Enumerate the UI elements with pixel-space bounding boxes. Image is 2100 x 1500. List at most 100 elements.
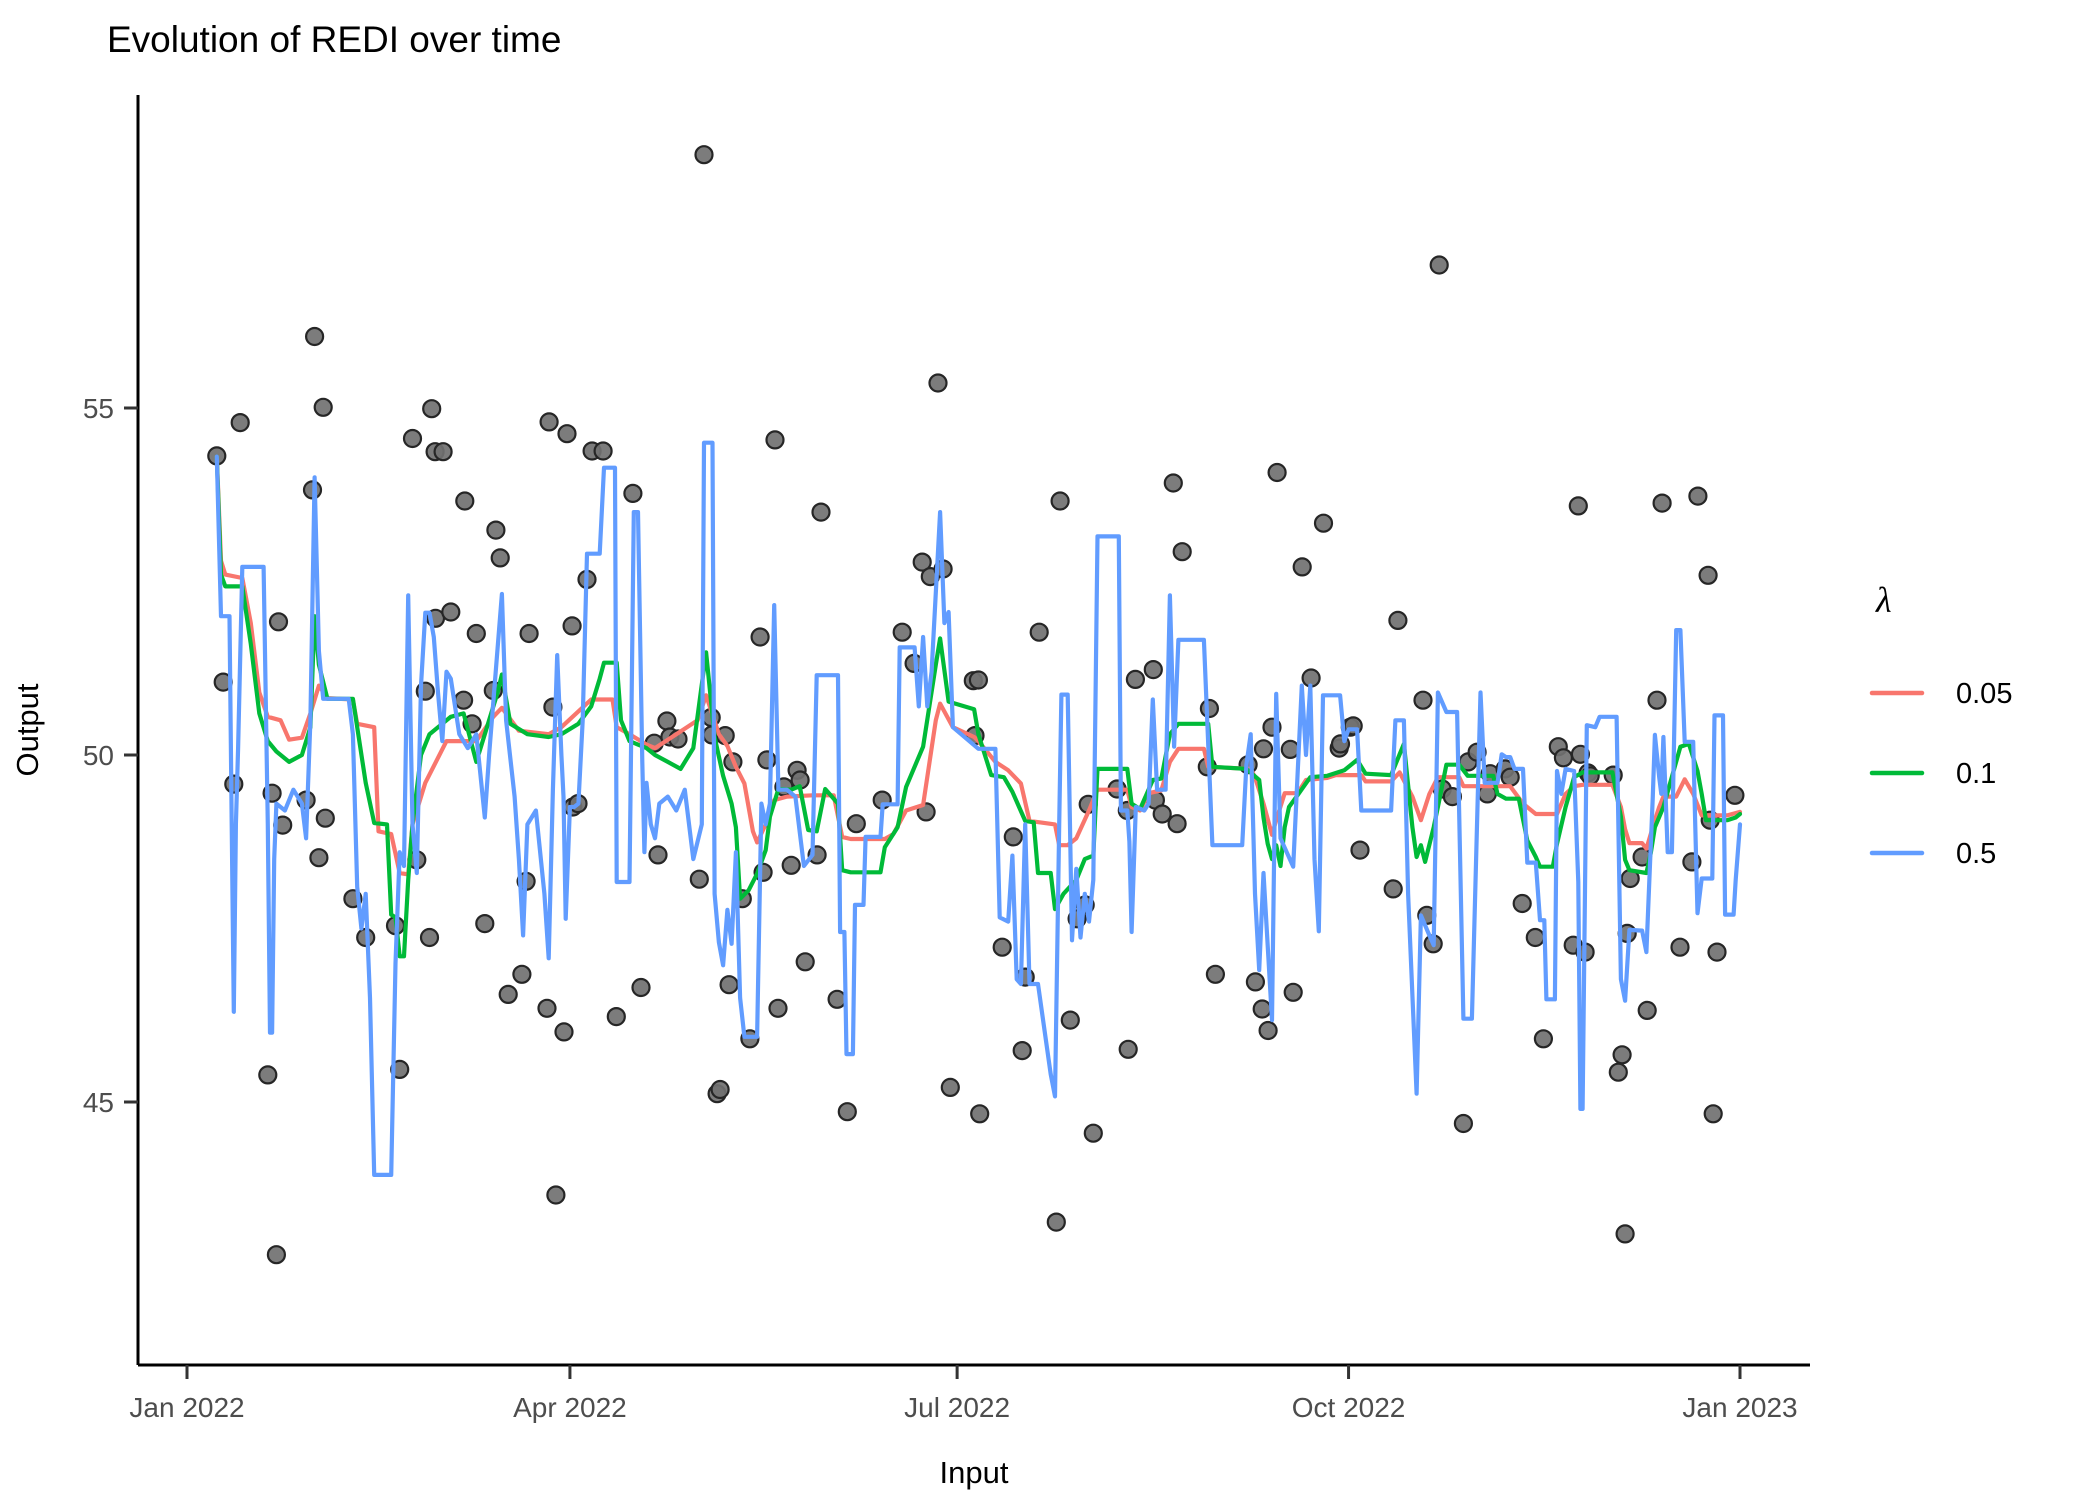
- x-tick-label: Oct 2022: [1292, 1392, 1406, 1423]
- data-point: [1143, 659, 1163, 680]
- data-point: [1046, 1212, 1066, 1232]
- data-point: [1388, 610, 1408, 631]
- legend: λ 0.05 0.1 0.5: [1869, 580, 2012, 870]
- data-point: [795, 952, 815, 972]
- data-point: [433, 442, 453, 462]
- x-axis-title: Input: [940, 1455, 1009, 1490]
- data-point: [827, 989, 847, 1009]
- data-point: [1553, 748, 1574, 768]
- data-point: [846, 814, 866, 834]
- legend-title-lambda: λ: [1875, 580, 1892, 620]
- data-point: [811, 502, 831, 522]
- x-tick-label: Apr 2022: [513, 1392, 627, 1423]
- data-point: [1615, 1224, 1635, 1244]
- data-point: [1698, 565, 1718, 585]
- y-axis-title: Output: [10, 683, 45, 776]
- series-line-lambda-0.05: [214, 454, 1743, 877]
- data-point: [1003, 827, 1023, 847]
- data-point: [768, 998, 788, 1018]
- data-point: [1050, 491, 1070, 511]
- data-point: [892, 622, 912, 642]
- data-point: [970, 1104, 990, 1124]
- data-point: [1670, 937, 1690, 957]
- data-point: [1525, 927, 1545, 948]
- data-point: [623, 483, 643, 503]
- data-point: [475, 913, 495, 934]
- data-point: [441, 602, 461, 622]
- data-point: [694, 145, 714, 165]
- data-point: [1205, 964, 1226, 984]
- data-point: [657, 711, 677, 731]
- data-point: [490, 548, 510, 568]
- data-point: [315, 808, 335, 828]
- data-point: [224, 774, 244, 794]
- data-point: [1725, 785, 1745, 805]
- data-point: [781, 855, 801, 875]
- series-line-lambda-0.5: [214, 440, 1743, 1178]
- data-point: [562, 616, 582, 636]
- data-point: [1083, 1123, 1103, 1143]
- data-point: [916, 802, 936, 822]
- data-point: [837, 1102, 857, 1122]
- data-point: [912, 552, 932, 572]
- series-line-lambda-0.1: [214, 454, 1743, 959]
- data-point: [1647, 690, 1667, 710]
- data-point: [557, 424, 577, 444]
- data-point: [554, 1022, 574, 1042]
- data-point: [1533, 1029, 1554, 1049]
- data-point: [519, 623, 539, 644]
- data-point: [1500, 767, 1520, 787]
- data-point: [1163, 473, 1183, 493]
- data-point: [968, 670, 989, 690]
- data-point: [689, 869, 709, 889]
- data-point: [1125, 669, 1146, 690]
- data-point: [1029, 622, 1049, 642]
- data-point: [1152, 804, 1172, 824]
- data-point: [313, 397, 333, 417]
- data-point: [1245, 972, 1266, 992]
- y-tick-label: 45: [83, 1087, 114, 1118]
- legend-item-0.1: 0.1: [1869, 758, 1996, 790]
- x-tick-label: Jul 2022: [904, 1392, 1010, 1423]
- y-tick-label: 55: [83, 393, 114, 424]
- legend-item-label: 0.1: [1956, 758, 1996, 790]
- data-point: [631, 977, 651, 998]
- data-point: [750, 627, 770, 647]
- data-point: [309, 848, 329, 868]
- data-point: [1688, 486, 1708, 506]
- data-point: [419, 927, 440, 948]
- data-point: [593, 441, 613, 461]
- data-point: [1707, 942, 1727, 962]
- data-point: [305, 326, 325, 347]
- data-point: [258, 1065, 278, 1085]
- data-point: [539, 412, 559, 432]
- data-point: [1199, 698, 1220, 719]
- data-point: [1012, 1040, 1032, 1061]
- data-point: [1252, 999, 1272, 1019]
- data-point: [486, 520, 506, 540]
- data-point: [928, 373, 948, 393]
- data-point: [1172, 542, 1192, 562]
- legend-item-0.05: 0.05: [1869, 678, 2012, 710]
- data-point: [765, 430, 785, 450]
- data-point: [606, 1006, 626, 1027]
- data-point: [1383, 879, 1403, 899]
- data-point: [1167, 814, 1187, 834]
- data-point: [1568, 496, 1588, 516]
- data-point: [230, 413, 250, 433]
- legend-item-label: 0.05: [1956, 678, 2012, 710]
- data-point: [268, 612, 289, 632]
- data-point: [1060, 1010, 1080, 1030]
- data-point: [1413, 690, 1433, 710]
- axes: 45 50 55 Jan 2022 Apr 2022 Jul 2022 Oct 2022 Ja…: [83, 95, 1810, 1423]
- data-point: [1118, 1039, 1138, 1059]
- data-point: [402, 428, 423, 449]
- chart-title: Evolution of REDI over time: [107, 19, 561, 60]
- plot-panel: [207, 145, 1745, 1265]
- data-point: [455, 491, 475, 511]
- data-point: [1350, 840, 1370, 860]
- data-point: [992, 937, 1012, 957]
- data-point: [1253, 739, 1274, 759]
